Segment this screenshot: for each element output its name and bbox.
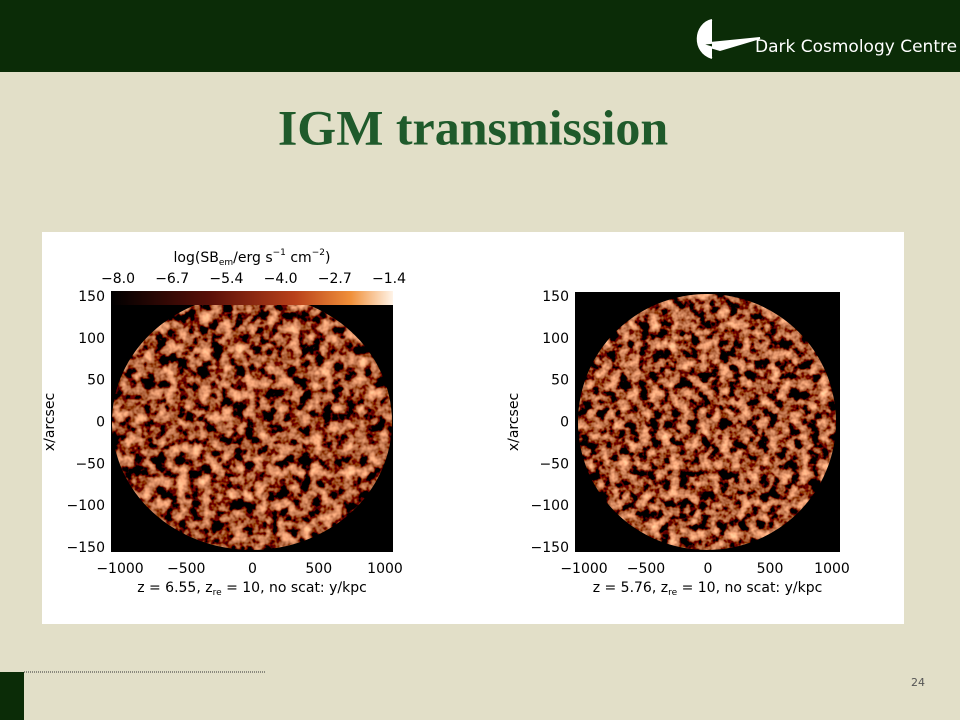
text-part: −2 bbox=[312, 248, 325, 258]
colorbar-tick-label: −8.0 bbox=[101, 271, 135, 287]
y-tick-label: −100 bbox=[531, 498, 569, 514]
text-part: −1 bbox=[273, 248, 286, 258]
colorbar-tick-label: −6.7 bbox=[155, 271, 189, 287]
text-part: ) bbox=[325, 250, 330, 266]
y-tick-label: 50 bbox=[551, 373, 569, 389]
text-part: z = 6.55, z bbox=[137, 580, 212, 596]
text-part: /erg s bbox=[233, 250, 272, 266]
x-tick-label: −1000 bbox=[96, 561, 143, 577]
y-tick-label: −100 bbox=[67, 498, 105, 514]
colorbar-tick-label: −5.4 bbox=[209, 271, 243, 287]
x-axis-label: z = 5.76, zre = 10, no scat: y/kpc bbox=[593, 580, 823, 598]
y-tick-label: −50 bbox=[539, 456, 569, 472]
text-part: = 10, no scat: y/kpc bbox=[677, 580, 822, 596]
colorbar bbox=[111, 291, 393, 305]
colorbar-tick-label: −4.0 bbox=[264, 271, 298, 287]
logo-mark bbox=[696, 19, 761, 59]
x-tick-label: 1000 bbox=[367, 561, 403, 577]
x-tick-label: −500 bbox=[627, 561, 665, 577]
text-part: z = 5.76, z bbox=[593, 580, 668, 596]
text-part: = 10, no scat: y/kpc bbox=[222, 580, 367, 596]
colorbar-label: log(SBem/erg s−1 cm−2) bbox=[174, 248, 331, 268]
y-tick-label: 100 bbox=[542, 331, 569, 347]
y-tick-label: −150 bbox=[67, 540, 105, 556]
header-bar bbox=[0, 0, 960, 72]
logo-text: Dark Cosmology Centre bbox=[755, 37, 957, 57]
x-tick-label: 0 bbox=[704, 561, 713, 577]
simulation-image bbox=[112, 294, 392, 550]
x-tick-label: 0 bbox=[248, 561, 257, 577]
x-axis-label: z = 6.55, zre = 10, no scat: y/kpc bbox=[137, 580, 367, 598]
y-tick-label: 0 bbox=[96, 415, 105, 431]
x-tick-label: 500 bbox=[305, 561, 332, 577]
y-tick-label: −150 bbox=[531, 540, 569, 556]
page-number: 24 bbox=[911, 676, 925, 689]
slide-title: IGM transmission bbox=[278, 99, 669, 155]
colorbar-tick-label: −2.7 bbox=[318, 271, 352, 287]
y-tick-label: −50 bbox=[75, 456, 105, 472]
x-tick-label: 1000 bbox=[814, 561, 850, 577]
text-part: re bbox=[668, 588, 678, 598]
colorbar-tick-label: −1.4 bbox=[372, 271, 406, 287]
y-tick-label: 150 bbox=[542, 289, 569, 305]
simulation-image bbox=[578, 294, 836, 550]
y-axis-label: x/arcsec bbox=[42, 393, 58, 451]
y-tick-label: 100 bbox=[78, 331, 105, 347]
x-tick-label: −500 bbox=[167, 561, 205, 577]
text-part: em bbox=[219, 258, 233, 268]
x-tick-label: −1000 bbox=[560, 561, 607, 577]
text-part: cm bbox=[286, 250, 312, 266]
corner-block bbox=[0, 672, 24, 720]
text-part: log(SB bbox=[174, 250, 219, 266]
y-tick-label: 150 bbox=[78, 289, 105, 305]
y-axis-label: x/arcsec bbox=[506, 393, 522, 451]
y-tick-label: 50 bbox=[87, 373, 105, 389]
text-part: re bbox=[213, 588, 223, 598]
x-tick-label: 500 bbox=[757, 561, 784, 577]
y-tick-label: 0 bbox=[560, 415, 569, 431]
